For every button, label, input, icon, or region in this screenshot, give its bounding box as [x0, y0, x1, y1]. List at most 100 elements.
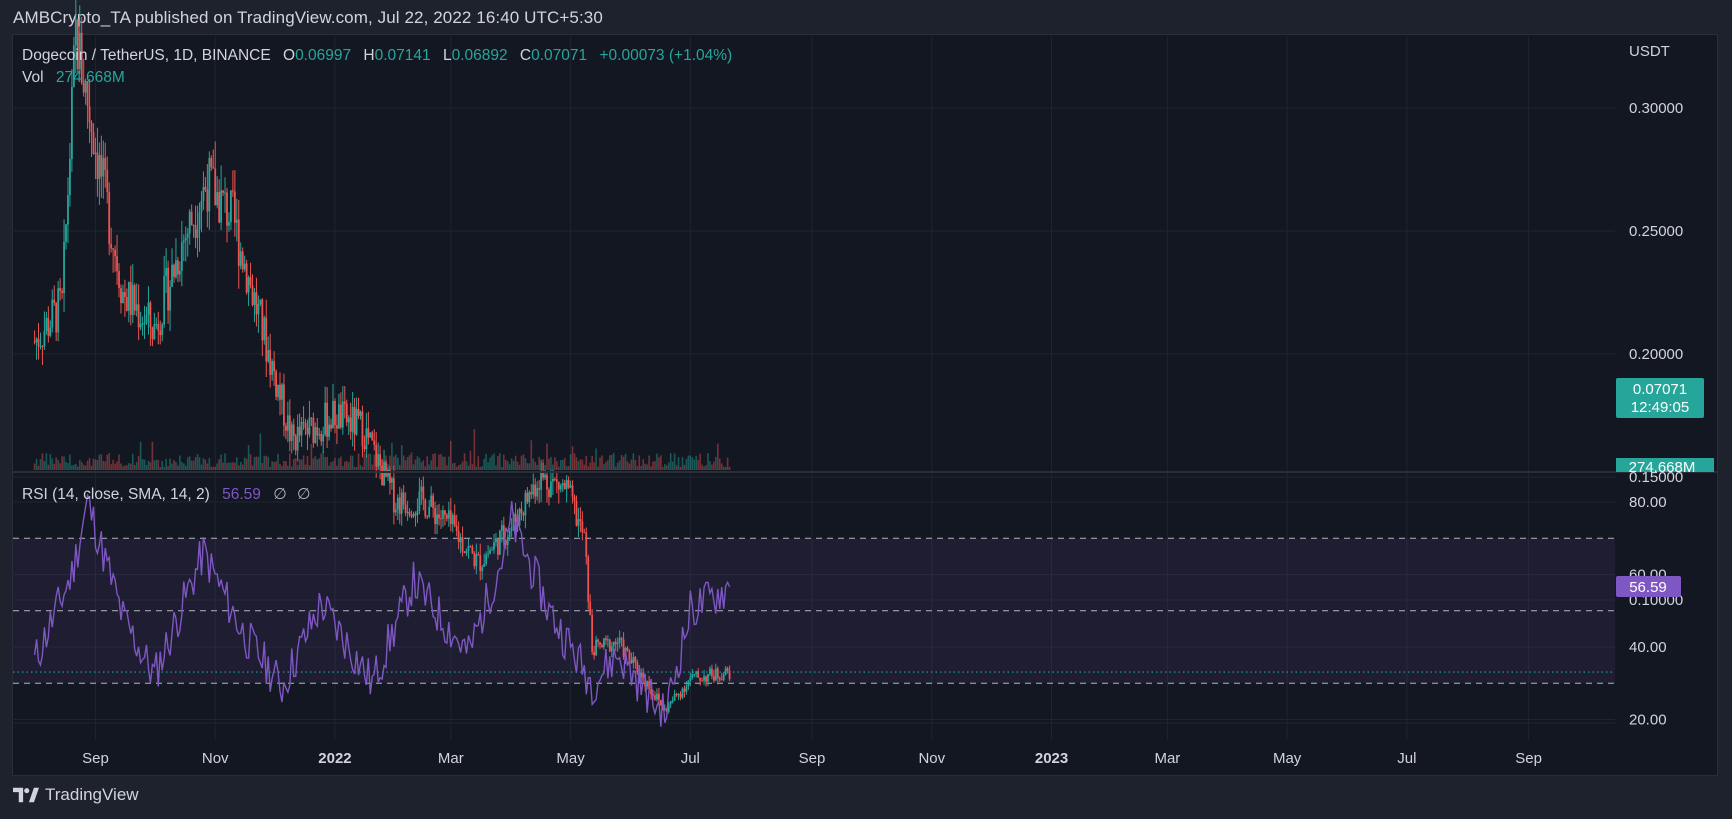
volume-bar — [239, 461, 242, 470]
volume-bar — [78, 460, 81, 470]
volume-bar — [218, 459, 220, 470]
candle-body — [430, 495, 433, 507]
candle-body — [705, 676, 707, 682]
vol-value: 274.668M — [56, 69, 125, 86]
volume-bar — [294, 458, 297, 470]
volume-bar — [656, 453, 658, 470]
candle-body — [642, 672, 645, 681]
candle-body — [74, 19, 77, 46]
candle-body — [118, 271, 120, 289]
candle-body — [255, 292, 258, 315]
volume-bar — [236, 457, 238, 470]
volume-bar — [585, 455, 588, 470]
tradingview-footer[interactable]: TradingView — [13, 785, 139, 805]
volume-bar — [391, 442, 393, 470]
volume-bar — [35, 458, 38, 470]
chart-canvas[interactable]: Dogecoin / TetherUS, 1D, BINANCE O0.0699… — [0, 0, 1732, 780]
change-value: +0.00073 (+1.04%) — [599, 47, 732, 64]
candle-body — [171, 264, 173, 287]
candle-body — [524, 492, 527, 516]
candle-body — [444, 510, 446, 515]
symbol-title[interactable]: Dogecoin / TetherUS, 1D, BINANCE — [22, 47, 271, 64]
candle-body — [522, 513, 525, 516]
candle-body — [491, 549, 493, 551]
volume-bar — [522, 454, 525, 470]
close-value: 0.07071 — [531, 47, 587, 64]
volume-bar — [241, 464, 244, 470]
volume-label-value: 274.668M — [1629, 459, 1696, 476]
volume-bar — [304, 464, 307, 470]
volume-bar — [135, 462, 138, 470]
candle-body — [453, 515, 456, 526]
rsi-null-symbol-1: ∅ — [273, 486, 287, 503]
candle-body — [400, 492, 403, 514]
candle-body — [424, 499, 427, 517]
time-tick-label: 2022 — [318, 750, 351, 767]
candle-body — [353, 406, 356, 435]
candle-body — [53, 299, 56, 303]
candle-body — [41, 346, 44, 348]
candle-body — [49, 327, 52, 336]
volume-bar — [387, 464, 389, 470]
candle-body — [65, 224, 67, 242]
volume-bar — [605, 461, 607, 470]
volume-label: 274.668M — [1616, 458, 1714, 476]
candle-body — [59, 288, 62, 292]
candle-body — [536, 488, 539, 497]
candle-body — [697, 671, 700, 678]
candle-body — [298, 426, 301, 436]
volume-bar — [699, 453, 701, 470]
volume-bar — [314, 456, 317, 470]
rsi-null-symbol-2: ∅ — [297, 486, 311, 503]
volume-bar — [165, 459, 167, 470]
volume-bar — [155, 459, 158, 470]
vol-label: Vol — [22, 69, 44, 86]
candle-body — [277, 384, 279, 397]
volume-bar — [489, 457, 491, 470]
candle-body — [493, 542, 495, 550]
volume-bar — [175, 462, 177, 470]
candle-body — [253, 292, 256, 306]
candle-body — [691, 674, 694, 678]
candle-body — [88, 106, 91, 123]
candle-body — [286, 415, 289, 431]
candle-body — [163, 275, 166, 325]
candle-body — [312, 417, 315, 444]
candle-body — [646, 681, 649, 687]
volume-bar — [202, 458, 205, 470]
candle-body — [337, 404, 340, 429]
volume-bar — [147, 460, 150, 470]
candle-body — [544, 474, 546, 478]
candle-body — [92, 131, 95, 154]
candle-body — [477, 554, 480, 556]
volume-bar — [705, 465, 707, 470]
volume-bar — [181, 461, 183, 470]
high-label: H — [363, 47, 374, 64]
candle-body — [654, 695, 656, 700]
candle-body — [603, 638, 605, 648]
candle-body — [695, 671, 698, 675]
volume-bar — [726, 457, 729, 470]
volume-bar — [281, 466, 283, 470]
volume-bar — [393, 456, 395, 470]
volume-bar — [33, 463, 36, 470]
volume-bar — [124, 465, 126, 470]
candle-body — [186, 233, 189, 238]
volume-bar — [122, 466, 124, 470]
rsi-title[interactable]: RSI (14, close, SMA, 14, 2) — [22, 486, 210, 503]
volume-bar — [689, 455, 692, 470]
volume-bar — [691, 457, 694, 470]
candle-body — [377, 454, 380, 467]
volume-bar — [471, 464, 474, 470]
candle-body — [506, 537, 509, 545]
candle-body — [606, 639, 609, 641]
volume-bar — [271, 460, 273, 470]
candle-body — [693, 674, 696, 676]
candle-body — [332, 400, 334, 429]
volume-bar — [84, 465, 87, 470]
candle-body — [410, 514, 413, 517]
candle-body — [542, 471, 544, 478]
open-label: O — [283, 47, 295, 64]
volume-bar — [583, 464, 586, 470]
candle-body — [553, 478, 556, 480]
